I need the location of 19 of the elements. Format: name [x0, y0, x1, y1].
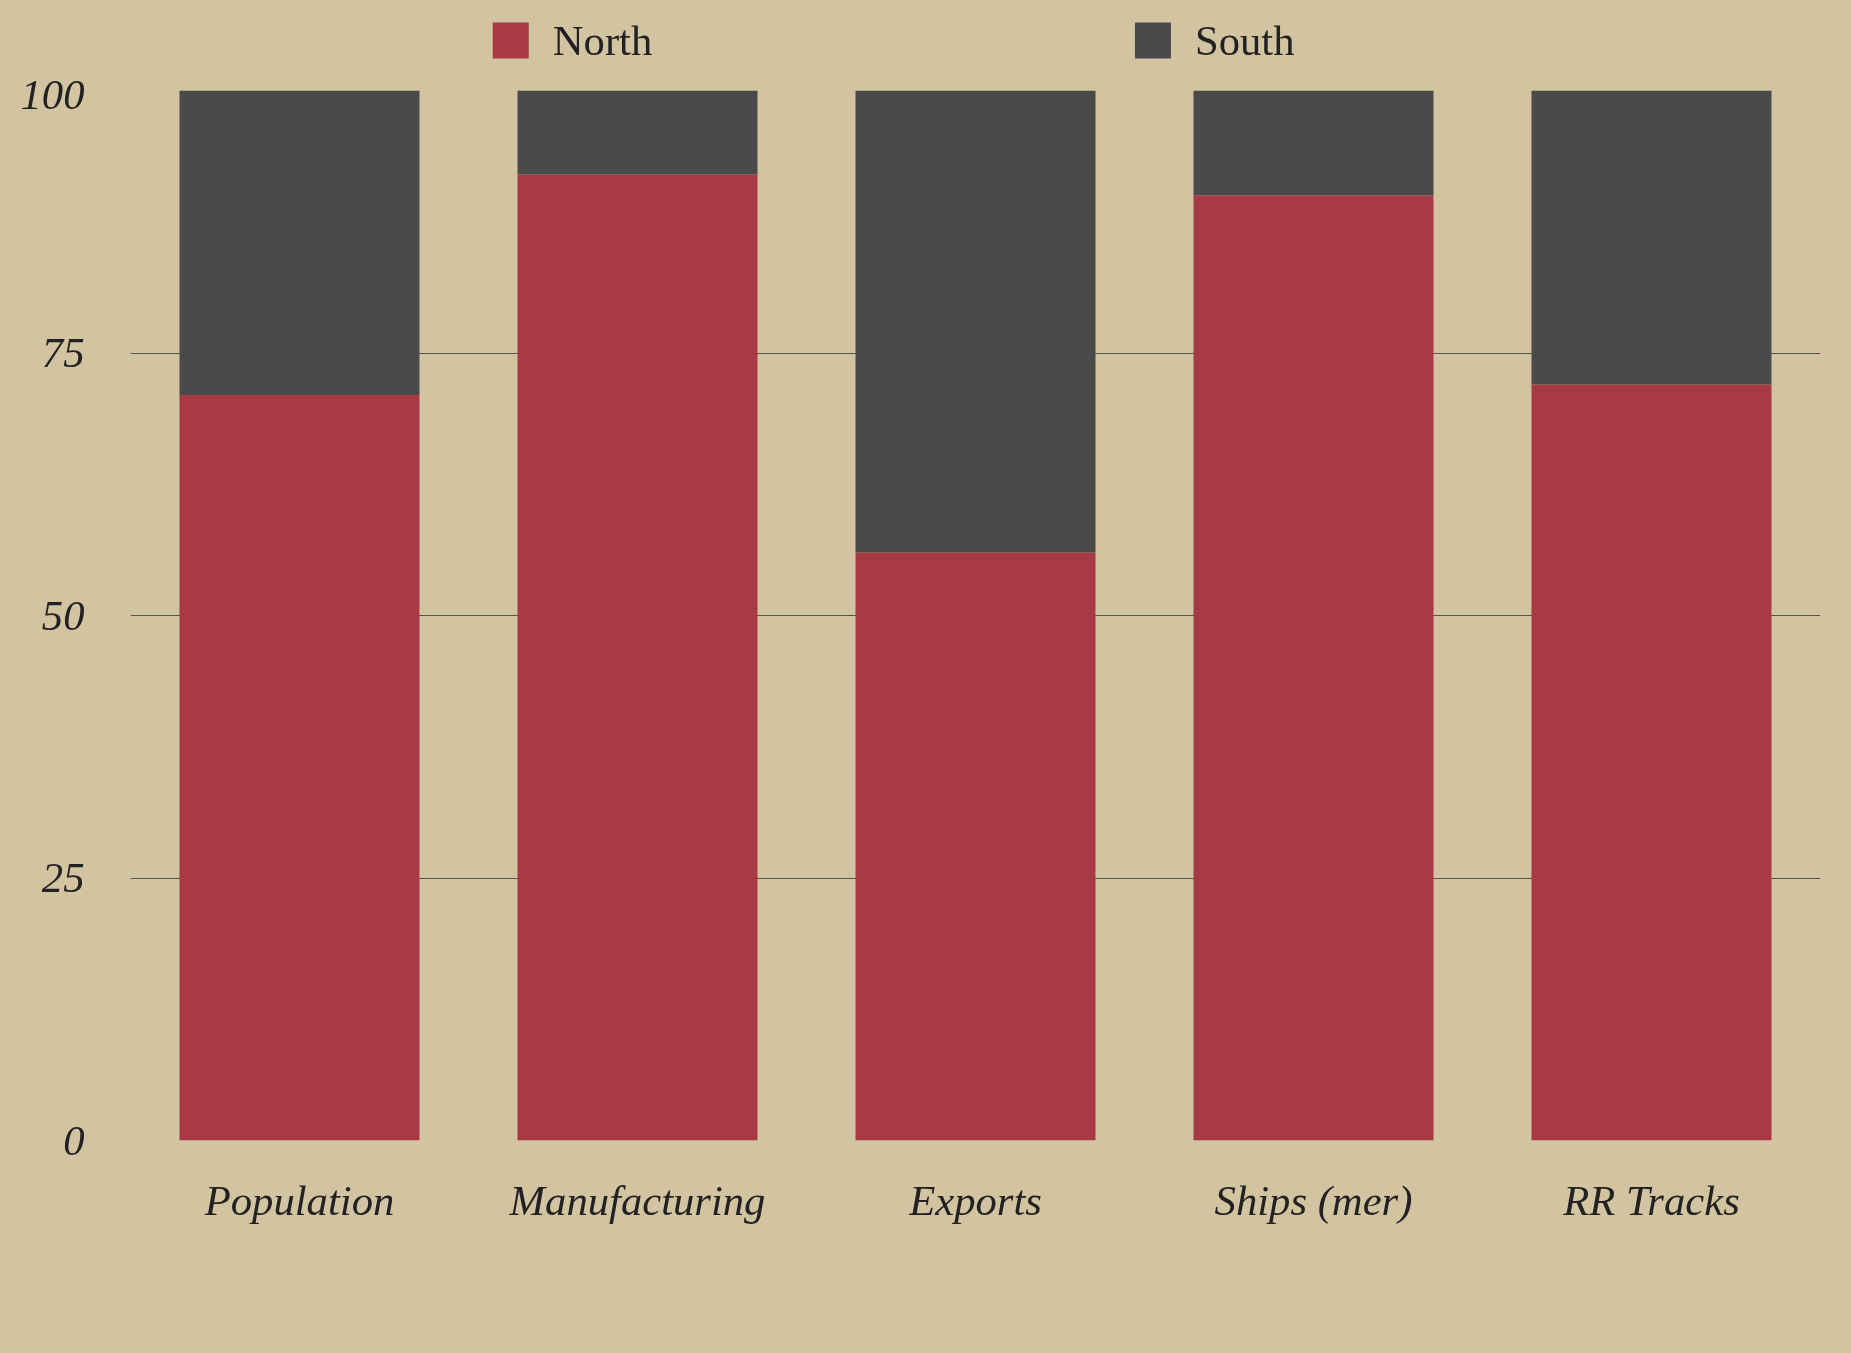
bar: [517, 174, 758, 1141]
x-tick-label: Population: [203, 1176, 395, 1224]
bar: [855, 552, 1096, 1141]
x-tick-label: RR Tracks: [1562, 1176, 1740, 1224]
y-tick-label: 100: [20, 70, 85, 118]
bar: [179, 395, 420, 1141]
y-tick-label: 0: [63, 1116, 85, 1164]
y-tick-label: 25: [41, 854, 85, 901]
x-tick-label: Exports: [908, 1176, 1042, 1224]
y-tick-label: 75: [41, 329, 85, 376]
bar: [1193, 90, 1434, 196]
legend-label: South: [1194, 17, 1295, 64]
bar: [1193, 195, 1434, 1141]
legend-label: North: [552, 17, 653, 64]
y-tick-label: 50: [41, 591, 85, 639]
x-tick-label: Manufacturing: [508, 1176, 766, 1224]
bar: [1531, 384, 1772, 1141]
bar: [517, 90, 758, 175]
x-tick-label: Ships (mer): [1214, 1176, 1413, 1225]
